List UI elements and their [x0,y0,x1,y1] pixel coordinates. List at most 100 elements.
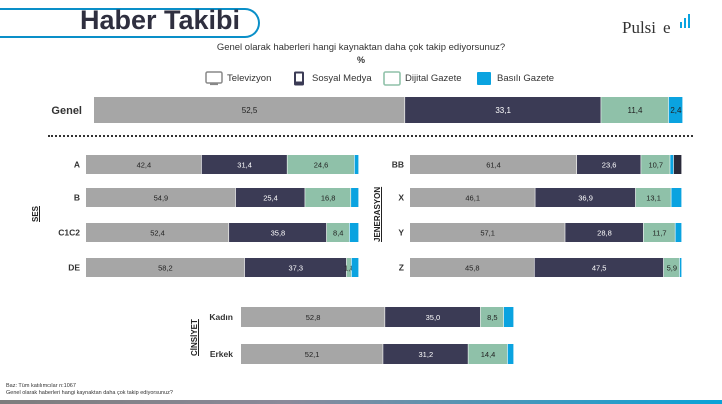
data-label-ses-c1c2-1: 35,8 [271,229,286,238]
data-label-genel-genel-0: 52,5 [242,106,258,115]
bar-segment-ses-de-1 [244,258,347,277]
bar-segment-gender-erkek-1 [383,344,468,364]
data-label-ses-c1c2-0: 52,4 [150,229,165,238]
legend-label: Televizyon [227,73,272,84]
group-label-generation: JENERASYON [373,186,382,242]
data-label-ses-b-0: 54,9 [154,194,169,203]
group-label-gender: CİNSİYET [190,319,199,356]
footnote-base: Baz: Tüm katılımcılar n:1067 [6,383,76,389]
bar-segment-ses-c1c2-0 [86,223,229,242]
bar-segment-ses-b-1 [235,188,305,207]
bar-segment-generation-y-0 [410,223,565,242]
data-label-ses-de-2: 1,8 [344,264,354,273]
bar-segment-gender-kad-n-1 [385,307,481,327]
legend-label: Sosyal Medya [312,73,372,84]
smartphone-icon [294,71,304,86]
data-label-ses-b-2: 16,8 [321,194,336,203]
row-label-genel-genel: Genel [51,105,82,117]
data-label-gender-kad-n-0: 52,8 [306,313,321,322]
bar-segment-ses-de-2 [346,258,352,277]
data-label-ses-de-0: 58,2 [158,264,173,273]
bar-segment-ses-b-0 [86,188,236,207]
bar-segment-generation-y-2 [643,223,675,242]
bar-segment-gender-erkek-3 [507,344,514,364]
data-label-generation-x-2: 13,1 [646,194,661,203]
row-label-generation-y: Y [398,227,404,237]
row-label-generation-x: X [398,192,404,202]
bar-segment-genel-genel-2 [601,97,669,123]
bar-segment-gender-kad-n-3 [503,307,514,327]
bar-segment-gender-kad-n-0 [241,307,385,327]
section-divider [48,135,693,137]
data-label-ses-a-2: 24,6 [314,161,329,170]
bar-segment-ses-a-3 [354,155,359,174]
data-label-generation-z-0: 45,8 [465,264,480,273]
bar-segment-generation-z-2 [663,258,680,277]
data-label-gender-erkek-1: 31,2 [419,350,434,359]
logo-text: Pulsi e [622,18,671,37]
logo-bars-icon [680,14,690,28]
bottom-accent-bar [0,400,722,404]
data-label-ses-a-1: 31,4 [237,161,252,170]
bar-segment-generation-z-1 [534,258,664,277]
data-label-generation-y-1: 28,8 [597,229,612,238]
bar-segment-genel-genel-3 [668,97,683,123]
group-label-ses: SES [31,205,40,222]
bar-segment-generation-bb-0 [410,155,577,174]
bar-segment-generation-y-1 [565,223,644,242]
row-label-ses-b: B [74,192,80,202]
bar-segment-ses-c1c2-1 [229,223,327,242]
data-label-ses-a-0: 42,4 [137,161,152,170]
bar-segment-generation-x-2 [635,188,671,207]
survey-question: Genel olarak haberleri hangi kaynaktan d… [216,42,506,53]
title-frame [0,8,260,38]
bar-segment-generation-y-3 [675,223,682,242]
bar-segment-ses-a-0 [86,155,202,174]
row-label-ses-c1c2: C1C2 [58,227,80,237]
bar-segment-ses-b-3 [351,188,359,207]
data-label-gender-erkek-2: 14,4 [481,350,496,359]
row-label-generation-z: Z [399,262,404,272]
footnote-question: Genel olarak haberleri hangi kaynaktan d… [6,390,173,396]
data-label-ses-b-1: 25,4 [263,194,278,203]
footnote: Baz: Tüm katılımcılar n:1067 Genel olara… [6,383,173,397]
data-label-generation-bb-1: 23,6 [602,161,617,170]
bar-segment-generation-x-1 [535,188,636,207]
data-label-generation-z-2: 5,9 [667,264,677,273]
data-label-gender-erkek-0: 52,1 [305,350,320,359]
legend-label: Basılı Gazete [497,73,555,84]
bar-segment-generation-bb-3 [670,155,674,174]
tablet-icon [383,71,401,86]
bar-segment-gender-kad-n-2 [480,307,504,327]
data-label-generation-bb-2: 10,7 [648,161,663,170]
tv-icon [205,71,223,86]
bar-segment-generation-z-3 [679,258,682,277]
data-label-genel-genel-3: 2,4 [670,106,682,115]
bar-segment-generation-x-0 [410,188,535,207]
row-label-ses-a: A [74,159,80,169]
bar-segment-generation-x-3 [671,188,682,207]
data-label-generation-x-0: 46,1 [465,194,480,203]
data-label-gender-kad-n-2: 8,5 [487,313,497,322]
bar-segment-generation-bb-4 [673,155,682,174]
bar-segment-genel-genel-0 [94,97,405,123]
row-label-ses-de: DE [68,262,80,272]
brand-logo: Pulsi e [622,14,692,38]
data-label-generation-z-1: 47,5 [592,264,607,273]
data-label-ses-de-1: 37,3 [288,264,303,273]
bar-segment-generation-z-0 [410,258,534,277]
data-label-genel-genel-1: 33,1 [495,106,511,115]
bar-segment-gender-erkek-0 [241,344,383,364]
data-label-genel-genel-2: 11,4 [628,106,644,115]
bar-segment-ses-c1c2-3 [349,223,359,242]
bar-segment-generation-bb-1 [577,155,641,174]
bar-segment-ses-a-2 [287,155,355,174]
bar-segment-ses-a-1 [201,155,287,174]
bar-segment-ses-b-2 [305,188,351,207]
bar-segment-ses-de-0 [86,258,245,277]
unit-label: % [356,55,365,65]
row-label-gender-kad-n: Kadın [209,312,233,322]
bar-segment-gender-erkek-2 [468,344,508,364]
bar-segment-genel-genel-1 [405,97,601,123]
